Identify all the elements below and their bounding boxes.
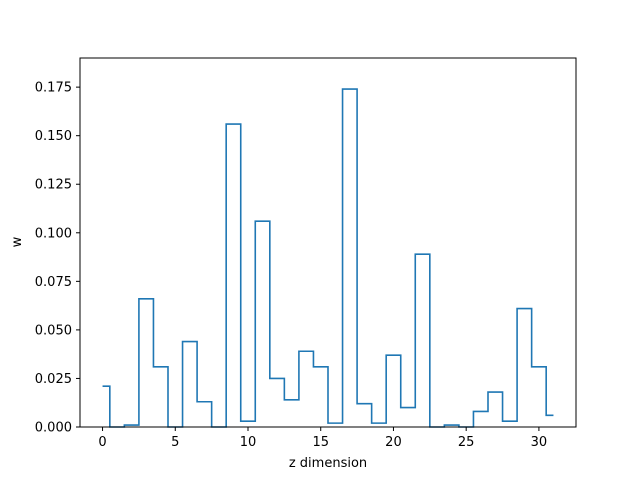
x-axis-ticks: 0 5 10 15 20 25 30 <box>98 427 547 450</box>
x-tick-label: 20 <box>385 435 402 450</box>
y-tick-label: 0.000 <box>35 421 72 436</box>
plot-background <box>80 58 576 427</box>
y-tick-label: 0.125 <box>35 178 72 193</box>
y-tick-label: 0.175 <box>35 81 72 96</box>
x-tick-label: 15 <box>312 435 329 450</box>
y-tick-label: 0.100 <box>35 226 72 241</box>
y-tick-label: 0.050 <box>35 323 72 338</box>
x-tick-label: 25 <box>458 435 475 450</box>
x-axis-label: z dimension <box>289 456 367 471</box>
x-tick-label: 0 <box>98 435 106 450</box>
y-tick-label: 0.075 <box>35 275 72 290</box>
x-tick-label: 10 <box>240 435 257 450</box>
plot-frame <box>79 57 577 428</box>
x-tick-label: 5 <box>171 435 179 450</box>
y-axis-label: w <box>10 236 25 247</box>
y-tick-label: 0.025 <box>35 372 72 387</box>
y-axis-ticks: 0.000 0.025 0.050 0.075 0.100 0.125 0.150 0.175 <box>35 81 80 436</box>
x-tick-label: 30 <box>531 435 548 450</box>
y-tick-label: 0.150 <box>35 129 72 144</box>
